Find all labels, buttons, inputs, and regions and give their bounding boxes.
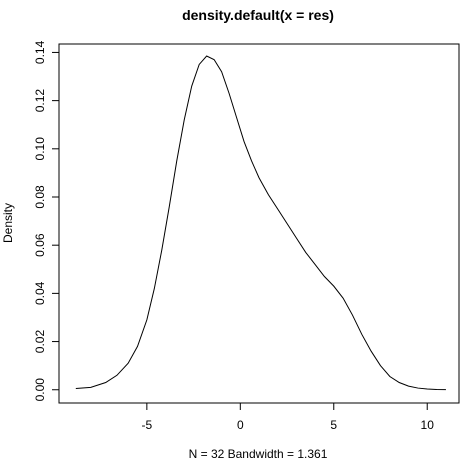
- y-tick-label: 0.06: [33, 233, 47, 257]
- y-tick-label: 0.08: [33, 185, 47, 209]
- y-tick-label: 0.04: [33, 281, 47, 305]
- plot-frame: [58, 43, 460, 404]
- y-tick-label: 0.14: [33, 40, 47, 64]
- x-tick-label: 5: [330, 418, 337, 432]
- y-tick-label: 0.02: [33, 330, 47, 354]
- density-curve: [75, 55, 446, 391]
- x-axis: -5 0 5 10: [142, 402, 435, 432]
- x-tick-label: -5: [142, 418, 153, 432]
- x-axis-label: N = 32 Bandwidth = 1.361: [189, 447, 328, 461]
- chart-title: density.default(x = res): [182, 7, 334, 23]
- x-tick-label: 10: [421, 418, 435, 432]
- x-tick-label: 0: [237, 418, 244, 432]
- y-tick-label: 0.12: [33, 89, 47, 113]
- y-tick-label: 0.00: [33, 378, 47, 402]
- y-tick-label: 0.10: [33, 137, 47, 161]
- y-axis-label: Density: [1, 203, 15, 243]
- y-axis: 0.00 0.02 0.04 0.06 0.08 0.10 0.12 0.14: [33, 40, 60, 402]
